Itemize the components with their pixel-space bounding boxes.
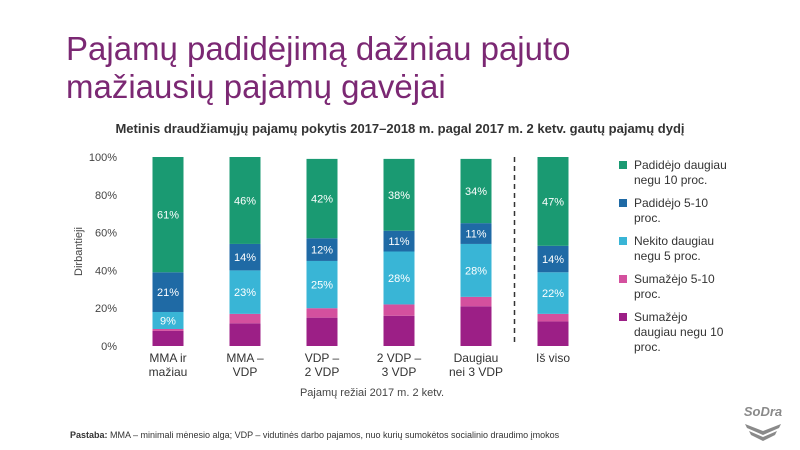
bar-segment — [383, 158, 415, 231]
data-label: 23% — [234, 287, 256, 299]
bar-segment — [152, 157, 184, 273]
bar-segment — [383, 230, 415, 252]
bar-segment — [152, 330, 184, 346]
data-label: 47% — [542, 196, 564, 208]
bar-segment — [306, 238, 338, 261]
data-label: 61% — [157, 210, 179, 222]
x-category-label: 3 VDP — [382, 365, 417, 379]
legend-label: Sumažėjo 5-10 — [634, 272, 715, 286]
slide-title-line-2: mažiausių pajamų gavėjai — [66, 68, 446, 105]
data-label: 28% — [388, 273, 410, 285]
chart-title: Metinis draudžiamųjų pajamų pokytis 2017… — [115, 121, 685, 136]
stacked-bar-chart: 0% 20% 40% 60% 80% 100% Dirbantieji 9% 21% 61% MMA… — [73, 152, 727, 399]
bar-segment — [383, 315, 415, 346]
y-tick-label: 0% — [101, 341, 117, 353]
legend-swatch — [619, 275, 627, 283]
data-label: 11% — [388, 236, 409, 248]
bar-segment — [537, 245, 569, 273]
y-tick-label: 80% — [95, 190, 117, 202]
data-label: 14% — [542, 254, 564, 266]
bar-segment — [460, 243, 492, 297]
sodra-logo: SoDra — [735, 404, 791, 444]
bar-segment — [306, 260, 338, 309]
y-tick-label: 60% — [95, 228, 117, 240]
legend-swatch — [619, 313, 627, 321]
data-label: 25% — [311, 280, 333, 292]
bar-segment — [229, 323, 261, 346]
legend-swatch — [619, 161, 627, 169]
y-axis-label: Dirbantieji — [73, 227, 85, 276]
legend-label: negu 5 proc. — [634, 249, 701, 263]
legend-label: Nekito daugiau — [634, 234, 714, 248]
data-label: 14% — [234, 252, 256, 264]
bar-segment — [383, 251, 415, 305]
data-label: 34% — [465, 186, 487, 198]
footnote-label: Pastaba: — [70, 430, 108, 440]
bar-segment — [152, 272, 184, 312]
bar-segment — [537, 313, 569, 322]
bar-segment — [229, 157, 261, 244]
x-category-label: Daugiau — [454, 351, 499, 365]
footnote-text: MMA – minimali mėnesio alga; VDP – vidut… — [107, 430, 560, 440]
bar-segment — [152, 311, 184, 329]
data-label: 46% — [234, 195, 256, 207]
data-label: 21% — [157, 287, 179, 299]
data-label: 28% — [465, 265, 487, 277]
y-tick-label: 100% — [89, 152, 117, 164]
bar-segment — [229, 313, 261, 324]
legend-label: Padidėjo daugiau — [634, 158, 727, 172]
bar-segment — [460, 306, 492, 346]
legend-swatch — [619, 237, 627, 245]
data-label: 12% — [311, 245, 333, 257]
legend-label: Sumažėjo — [634, 310, 688, 324]
footnote: Pastaba: MMA – minimali mėnesio alga; VD… — [70, 430, 559, 440]
bar-segment — [537, 272, 569, 314]
sodra-logo-text: SoDra — [743, 404, 783, 419]
x-axis-label: Pajamų režiai 2017 m. 2 ketv. — [300, 387, 444, 399]
legend-label: daugiau negu 10 — [634, 325, 724, 339]
bar-segment — [460, 158, 492, 224]
x-category-label: MMA – — [226, 351, 264, 365]
data-label: 11% — [465, 229, 486, 241]
x-category-label: VDP – — [305, 351, 340, 365]
sodra-emblem-icon — [745, 424, 781, 441]
x-category-label: Iš viso — [536, 351, 570, 365]
data-label: 9% — [160, 315, 176, 327]
x-category-label: mažiau — [149, 365, 188, 379]
bar-segment — [537, 157, 569, 246]
bar-segment — [383, 304, 415, 316]
bar-segment — [229, 270, 261, 314]
y-tick-label: 40% — [95, 265, 117, 277]
data-label: 22% — [542, 288, 564, 300]
bar-segment — [152, 328, 184, 331]
bar-segment — [306, 317, 338, 346]
x-category-label: VDP — [233, 365, 258, 379]
legend-label: proc. — [634, 287, 661, 301]
slide-title: Pajamų padidėjimą dažniau pajuto mažiaus… — [66, 30, 706, 106]
legend-label: Padidėjo 5-10 — [634, 196, 708, 210]
y-tick-label: 20% — [95, 303, 117, 315]
x-category-label: 2 VDP – — [377, 351, 422, 365]
x-category-label: 2 VDP — [305, 365, 340, 379]
bar-segment — [460, 223, 492, 244]
bar-segment — [537, 321, 569, 346]
bar-segment — [306, 308, 338, 318]
legend-label: proc. — [634, 211, 661, 225]
slide-title-line-1: Pajamų padidėjimą dažniau pajuto — [66, 30, 571, 67]
x-category-label: MMA ir — [149, 351, 186, 365]
legend-label: negu 10 proc. — [634, 173, 707, 187]
data-label: 42% — [311, 194, 333, 206]
bar-segment — [229, 243, 261, 271]
data-label: 38% — [388, 190, 410, 202]
bar-segment — [306, 158, 338, 239]
legend-label: proc. — [634, 340, 661, 354]
x-category-label: nei 3 VDP — [449, 365, 503, 379]
bar-segment — [460, 296, 492, 307]
legend-swatch — [619, 199, 627, 207]
